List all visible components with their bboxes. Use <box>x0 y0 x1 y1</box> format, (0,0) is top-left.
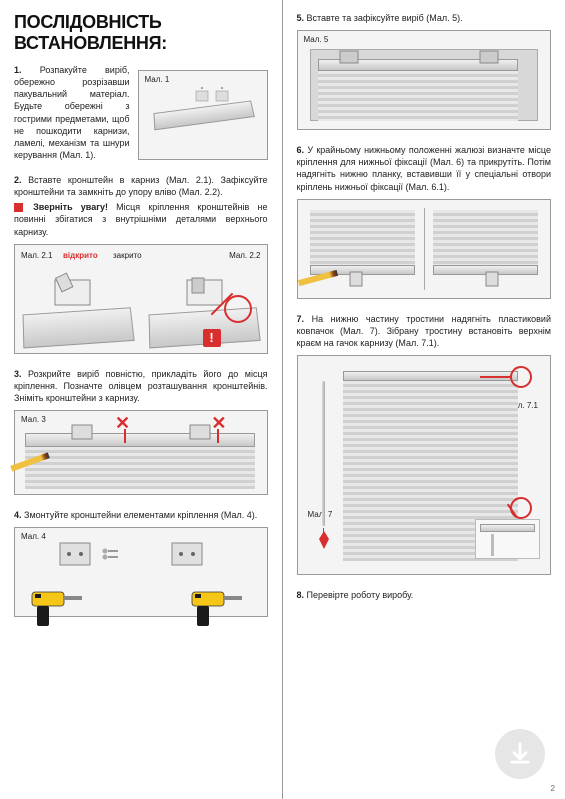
figure-3: Мал. 3 ✕ ✕ <box>14 410 268 495</box>
fig-3-label: Мал. 3 <box>21 415 46 424</box>
step-8-text: 8. Перевірте роботу виробу. <box>297 589 552 601</box>
step-4-text: 4. Змонтуйте кронштейни елементами кріпл… <box>14 509 268 521</box>
step-6-text: 6. У крайньому нижньому положенні жалюзі… <box>297 144 552 193</box>
step-3-num: 3. <box>14 369 22 379</box>
step-4-num: 4. <box>14 510 22 520</box>
step-4: 4. Змонтуйте кронштейни елементами кріпл… <box>14 509 268 623</box>
step-2-text: 2. Вставте кронштейн в карниз (Мал. 2.1)… <box>14 174 268 198</box>
warning-label: Зверніть увагу! <box>33 202 108 212</box>
figure-7: Мал. 7 Мал. 7.1 <box>297 355 552 575</box>
step-3: 3. Розкрийте виріб повністю, прикладіть … <box>14 368 268 501</box>
drill-icon <box>27 584 77 614</box>
warning-icon <box>14 203 23 212</box>
step-1: 1. Розпакуйте виріб, обережно розрізавши… <box>14 64 268 166</box>
cap-icon <box>318 531 330 551</box>
fig-1-label: Мал. 1 <box>145 75 170 84</box>
left-column: ПОСЛІДОВНІСТЬ ВСТАНОВЛЕННЯ: 1. Розпакуйт… <box>0 0 283 799</box>
fig-4-label: Мал. 4 <box>21 532 46 541</box>
step-8: 8. Перевірте роботу виробу. <box>297 589 552 601</box>
warning-badge-icon: ! <box>203 329 221 347</box>
step-7-num: 7. <box>297 314 305 324</box>
step-6: 6. У крайньому нижньому положенні жалюзі… <box>297 144 552 305</box>
figure-6: Мал. 6 Мал. 6.1 <box>297 199 552 299</box>
step-1-num: 1. <box>14 65 22 75</box>
step-2: 2. Вставте кронштейн в карниз (Мал. 2.1)… <box>14 174 268 360</box>
step-3-body: Розкрийте виріб повністю, прикладіть йог… <box>14 369 268 403</box>
step-7-body: На нижню частину тростини надягніть плас… <box>297 314 552 348</box>
step-2-num: 2. <box>14 175 22 185</box>
wand-icon <box>322 381 325 526</box>
step-5-num: 5. <box>297 13 305 23</box>
drill-icon <box>187 584 237 614</box>
fig-7-label: Мал. 7 <box>308 510 333 519</box>
step-5-text: 5. Вставте та зафіксуйте виріб (Мал. 5). <box>297 12 552 24</box>
step-1-text: 1. Розпакуйте виріб, обережно розрізавши… <box>14 64 130 161</box>
main-title: ПОСЛІДОВНІСТЬ ВСТАНОВЛЕННЯ: <box>14 12 268 54</box>
fig-5-label: Мал. 5 <box>304 35 329 44</box>
step-6-num: 6. <box>297 145 305 155</box>
figure-2: Мал. 2.1 Мал. 2.2 відкрито закрито ! <box>14 244 268 354</box>
figure-5: Мал. 5 <box>297 30 552 130</box>
step-2-body: Вставте кронштейн в карниз (Мал. 2.1). З… <box>14 175 268 197</box>
page-number: 2 <box>551 784 555 793</box>
x-mark-icon: ✕ <box>211 413 226 434</box>
figure-4: Мал. 4 <box>14 527 268 617</box>
step-2-warning: Зверніть увагу! Місця кріплення кронштей… <box>14 201 268 237</box>
step-3-text: 3. Розкрийте виріб повністю, прикладіть … <box>14 368 268 404</box>
fig-21-label: Мал. 2.1 <box>21 251 52 260</box>
closed-label: закрито <box>113 251 142 260</box>
step-1-body: Розпакуйте виріб, обережно розрізавши па… <box>14 65 130 160</box>
x-mark-icon: ✕ <box>115 413 130 434</box>
step-5: 5. Вставте та зафіксуйте виріб (Мал. 5).… <box>297 12 552 136</box>
open-label: відкрито <box>63 251 98 260</box>
fig-22-label: Мал. 2.2 <box>229 251 260 260</box>
figure-1: Мал. 1 <box>138 70 268 160</box>
step-5-body: Вставте та зафіксуйте виріб (Мал. 5). <box>307 13 463 23</box>
right-column: 5. Вставте та зафіксуйте виріб (Мал. 5).… <box>283 0 565 799</box>
step-8-body: Перевірте роботу виробу. <box>307 590 414 600</box>
step-7-text: 7. На нижню частину тростини надягніть п… <box>297 313 552 349</box>
step-4-body: Змонтуйте кронштейни елементами кріпленн… <box>24 510 257 520</box>
step-6-body: У крайньому нижньому положенні жалюзі ви… <box>297 145 552 191</box>
step-8-num: 8. <box>297 590 305 600</box>
step-7: 7. На нижню частину тростини надягніть п… <box>297 313 552 581</box>
download-icon[interactable] <box>495 729 545 779</box>
